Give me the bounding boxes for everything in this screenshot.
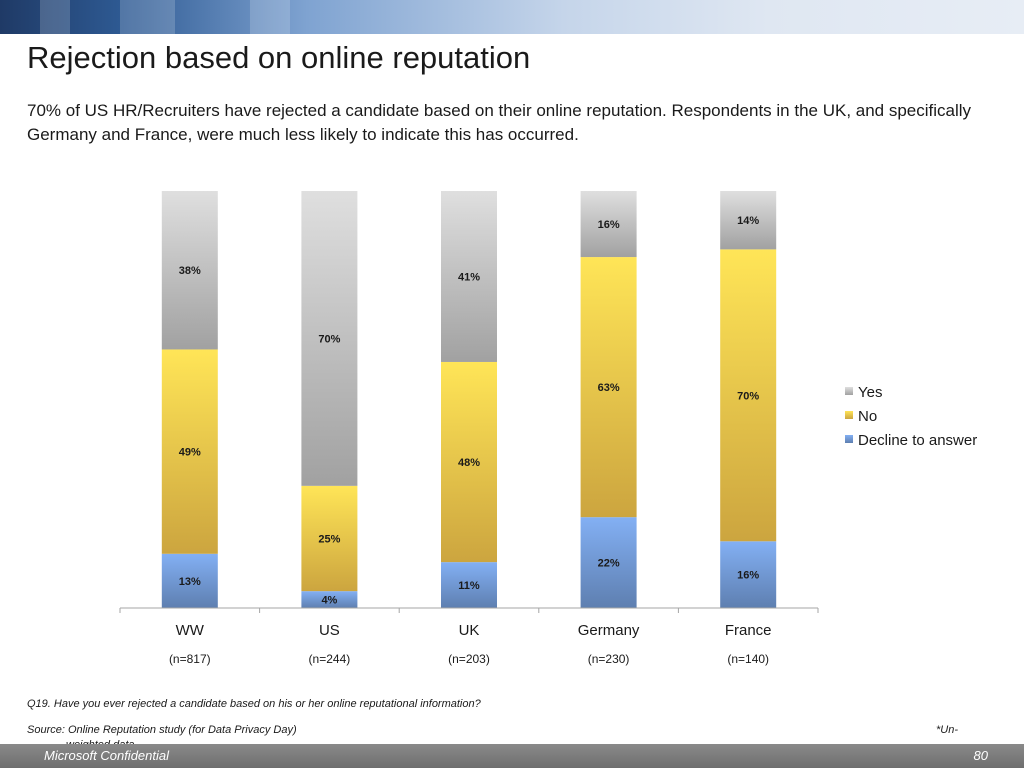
question-note: Q19. Have you ever rejected a candidate …	[27, 698, 481, 710]
bar-segment	[301, 485, 358, 592]
sample-size-label: (n=817)	[169, 652, 211, 666]
sample-size-label: (n=140)	[727, 652, 769, 666]
bar-segment	[161, 553, 218, 608]
footer-bar: Microsoft Confidential 80	[0, 744, 1024, 768]
bar-segment	[161, 191, 218, 350]
legend-label: Decline to answer	[858, 432, 977, 449]
data-label: 41%	[458, 271, 480, 283]
legend-swatch	[845, 387, 853, 395]
banner-decoration	[250, 0, 290, 34]
data-label: 14%	[737, 215, 759, 227]
banner-decoration	[40, 0, 70, 34]
bar-segment	[580, 257, 637, 518]
legend-swatch	[845, 435, 853, 443]
source-note: Source: Online Reputation study (for Dat…	[27, 724, 297, 736]
banner-decoration	[120, 0, 175, 34]
bar-segment	[580, 191, 637, 258]
data-label: 4%	[321, 595, 337, 607]
bar-segment	[441, 361, 497, 563]
data-label: 70%	[737, 390, 759, 402]
bar-segment	[301, 191, 358, 486]
data-label: 13%	[179, 576, 201, 588]
bar-segment	[720, 541, 777, 608]
category-label: UK	[459, 622, 480, 639]
slide-subtitle: 70% of US HR/Recruiters have rejected a …	[27, 101, 972, 144]
data-label: 70%	[318, 333, 340, 345]
footnote: *Un-	[935, 724, 958, 736]
category-label: US	[319, 622, 340, 639]
category-label: WW	[176, 622, 205, 639]
slide-title: Rejection based on online reputation	[27, 40, 531, 75]
data-label: 25%	[318, 534, 340, 546]
category-label: France	[725, 622, 772, 639]
sample-size-label: (n=230)	[588, 652, 630, 666]
data-label: 63%	[598, 382, 620, 394]
bar-segment	[720, 191, 777, 250]
data-label: 11%	[458, 580, 480, 592]
bar-segment	[441, 191, 497, 362]
data-label: 16%	[737, 570, 759, 582]
data-label: 16%	[598, 219, 620, 231]
category-label: Germany	[578, 622, 640, 639]
stacked-bar-chart: 13% 49% 38% WW (n=817) 4% 25% 70% US (n=244) 11% 48…	[119, 191, 977, 666]
sample-size-label: (n=203)	[448, 652, 490, 666]
data-label: 38%	[179, 265, 201, 277]
bar-segment	[301, 591, 358, 608]
legend-swatch	[845, 411, 853, 419]
sample-size-label: (n=244)	[309, 652, 351, 666]
data-label: 22%	[598, 558, 620, 570]
data-label: 49%	[179, 447, 201, 459]
data-label: 48%	[458, 457, 480, 469]
confidential-label: Microsoft Confidential	[44, 748, 169, 763]
bar-segment	[720, 249, 777, 542]
bar-segment	[161, 349, 218, 554]
header-banner	[0, 0, 1024, 34]
bar-segment	[580, 517, 637, 608]
page-number: 80	[973, 748, 988, 763]
legend-label: No	[858, 408, 877, 425]
legend-label: Yes	[858, 384, 882, 401]
bar-segment	[441, 562, 497, 608]
